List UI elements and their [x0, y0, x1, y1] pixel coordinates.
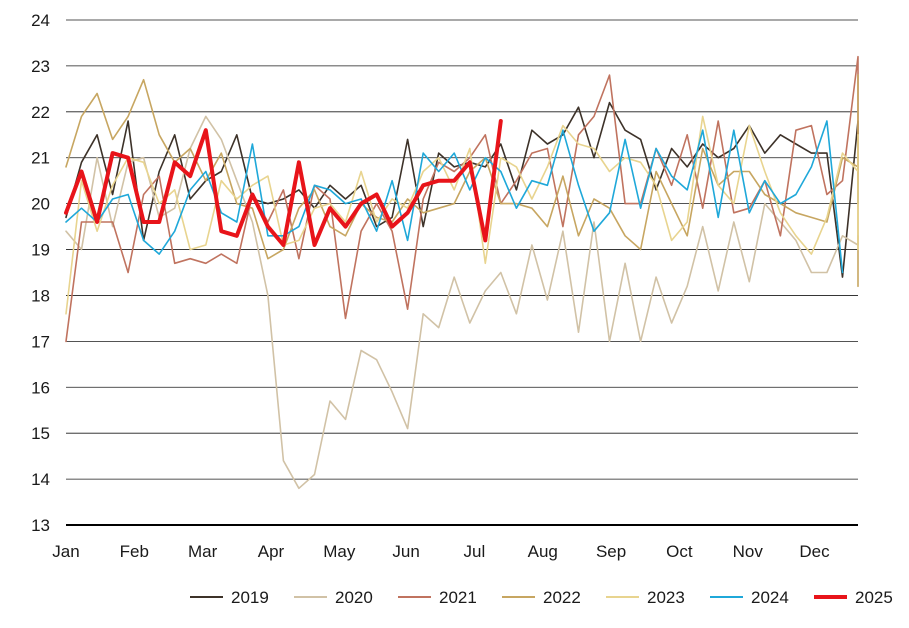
series-line-2021: [65, 55, 859, 343]
x-tick-label: Oct: [666, 542, 693, 561]
y-tick-labels: 13 14 15 16 17 18 19 20 21 22 23 24: [31, 11, 50, 535]
y-tick-label: 19: [31, 241, 50, 260]
y-tick-label: 15: [31, 424, 50, 443]
y-tick-label: 18: [31, 286, 50, 305]
legend-label-2019: 2019: [231, 588, 269, 607]
y-tick-label: 14: [31, 470, 50, 489]
series-line-2023: [65, 115, 859, 315]
y-tick-label: 24: [31, 11, 50, 30]
legend-label-2020: 2020: [335, 588, 373, 607]
legend-label-2025: 2025: [855, 588, 893, 607]
y-tick-label: 13: [31, 516, 50, 535]
y-tick-label: 17: [31, 332, 50, 351]
series-line-2024: [65, 120, 844, 274]
legend: 2019 2020 2021 2022 2023 2024 2025: [190, 588, 893, 607]
y-tick-label: 16: [31, 378, 50, 397]
x-tick-label: Sep: [596, 542, 626, 561]
x-tick-label: Jan: [52, 542, 79, 561]
x-tick-label: Dec: [799, 542, 830, 561]
legend-label-2022: 2022: [543, 588, 581, 607]
series-line-2020: [65, 115, 859, 490]
legend-label-2023: 2023: [647, 588, 685, 607]
x-tick-label: Nov: [733, 542, 764, 561]
x-tick-label: May: [323, 542, 356, 561]
legend-label-2024: 2024: [751, 588, 789, 607]
gridlines: [66, 19, 858, 526]
x-tick-label: Feb: [120, 542, 149, 561]
x-tick-label: Aug: [528, 542, 558, 561]
series-line-2025: [64, 119, 503, 247]
y-tick-label: 22: [31, 103, 50, 122]
y-tick-label: 20: [31, 195, 50, 214]
series-line-2022: [65, 74, 859, 288]
x-tick-label: Apr: [258, 542, 285, 561]
y-tick-label: 21: [31, 149, 50, 168]
y-tick-label: 23: [31, 57, 50, 76]
x-tick-label: Jul: [464, 542, 486, 561]
x-tick-label: Mar: [188, 542, 218, 561]
legend-label-2021: 2021: [439, 588, 477, 607]
x-tick-label: Jun: [392, 542, 419, 561]
series-lines: [64, 55, 859, 490]
series-line-2019: [65, 101, 859, 278]
x-tick-labels: Jan Feb Mar Apr May Jun Jul Aug Sep Oct Nov Dec: [52, 542, 830, 561]
